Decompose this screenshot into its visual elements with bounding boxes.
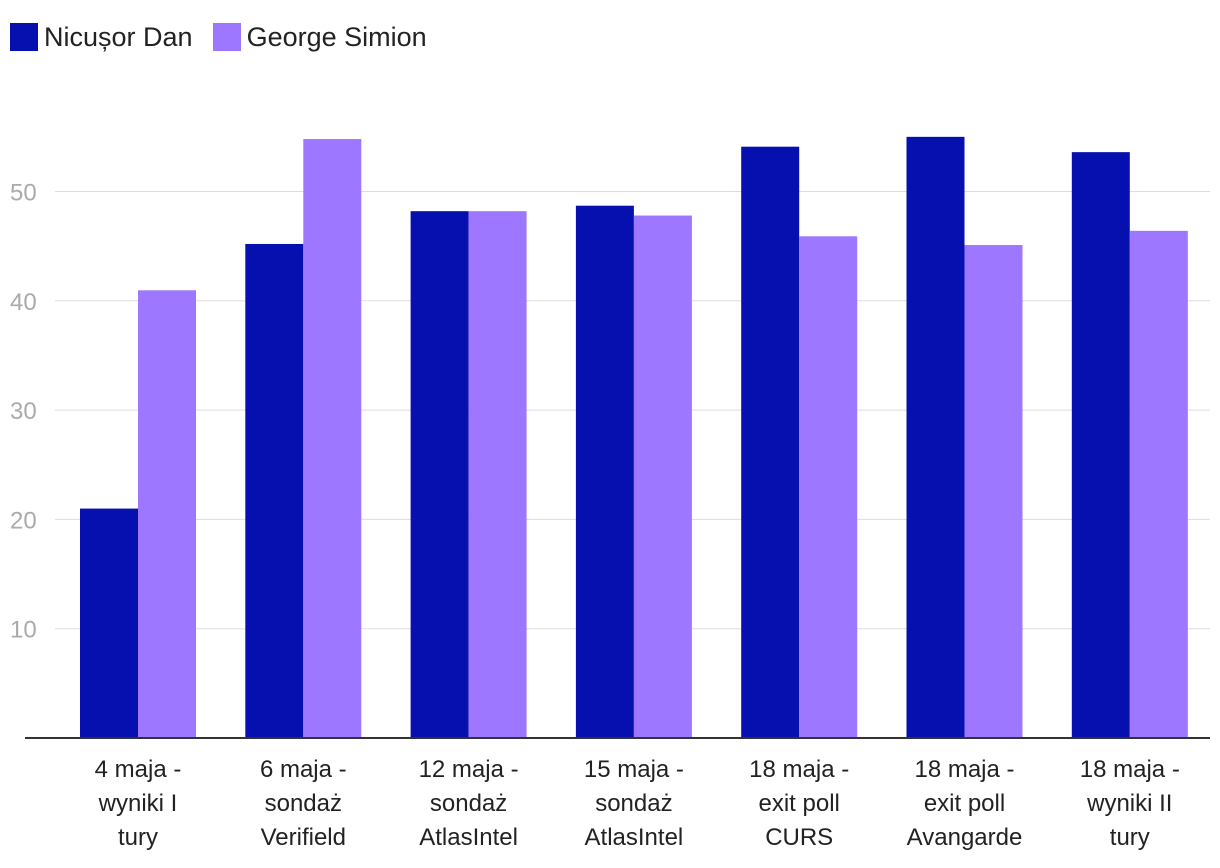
x-tick-label: CURS xyxy=(765,824,833,851)
x-tick-label: AtlasIntel xyxy=(585,824,684,851)
x-tick-label: sondaż xyxy=(265,790,342,817)
x-tick-label: sondaż xyxy=(430,790,507,817)
bar-george-simion-3[interactable] xyxy=(633,215,692,738)
x-tick-label: sondaż xyxy=(595,790,672,817)
x-tick-label: exit poll xyxy=(759,790,840,817)
bar-nicusor-dan-5[interactable] xyxy=(906,136,965,739)
y-tick-label: 30 xyxy=(10,398,37,425)
x-tick-label: 6 maja - xyxy=(260,756,347,783)
bar-george-simion-4[interactable] xyxy=(799,236,858,739)
legend-label-george-simion: George Simion xyxy=(246,21,427,52)
x-tick-label: Avangarde xyxy=(907,824,1023,851)
x-tick-label: wyniki I xyxy=(98,790,178,817)
bar-nicusor-dan-1[interactable] xyxy=(245,243,304,739)
legend-swatch-nicusor-dan xyxy=(10,23,38,51)
x-tick-label: exit poll xyxy=(924,790,1005,817)
bar-nicusor-dan-0[interactable] xyxy=(80,508,138,738)
y-tick-label: 40 xyxy=(10,289,37,316)
x-tick-label: 18 maja - xyxy=(914,756,1014,783)
legend: Nicușor Dan George Simion xyxy=(10,20,447,54)
x-tick-label: 18 maja - xyxy=(749,756,849,783)
bar-nicusor-dan-3[interactable] xyxy=(575,205,634,739)
legend-item-nicusor-dan[interactable]: Nicușor Dan xyxy=(10,22,193,53)
x-tick-label: 15 maja - xyxy=(584,756,684,783)
x-tick-label: 12 maja - xyxy=(419,756,519,783)
y-tick-label: 20 xyxy=(10,507,37,534)
legend-swatch-george-simion xyxy=(212,23,241,51)
bar-george-simion-6[interactable] xyxy=(1129,230,1188,738)
bar-george-simion-5[interactable] xyxy=(964,245,1023,738)
legend-item-george-simion[interactable]: George Simion xyxy=(212,21,427,53)
y-tick-label: 50 xyxy=(10,180,37,207)
bar-george-simion-0[interactable] xyxy=(138,290,196,738)
bar-george-simion-1[interactable] xyxy=(303,139,362,738)
x-tick-label: wyniki II xyxy=(1086,790,1172,817)
x-tick-label: AtlasIntel xyxy=(419,824,518,851)
x-tick-label: 4 maja - xyxy=(95,756,182,783)
bar-nicusor-dan-2[interactable] xyxy=(410,211,469,738)
legend-label-nicusor-dan: Nicușor Dan xyxy=(44,21,193,52)
x-tick-label: tury xyxy=(1110,824,1150,851)
x-tick-label: 18 maja - xyxy=(1080,756,1180,783)
bar-nicusor-dan-4[interactable] xyxy=(741,146,800,738)
x-tick-label: tury xyxy=(118,824,158,851)
bar-george-simion-2[interactable] xyxy=(468,211,527,738)
y-tick-label: 10 xyxy=(10,617,37,644)
bar-nicusor-dan-6[interactable] xyxy=(1071,152,1130,739)
x-tick-label: Verifield xyxy=(261,824,346,851)
